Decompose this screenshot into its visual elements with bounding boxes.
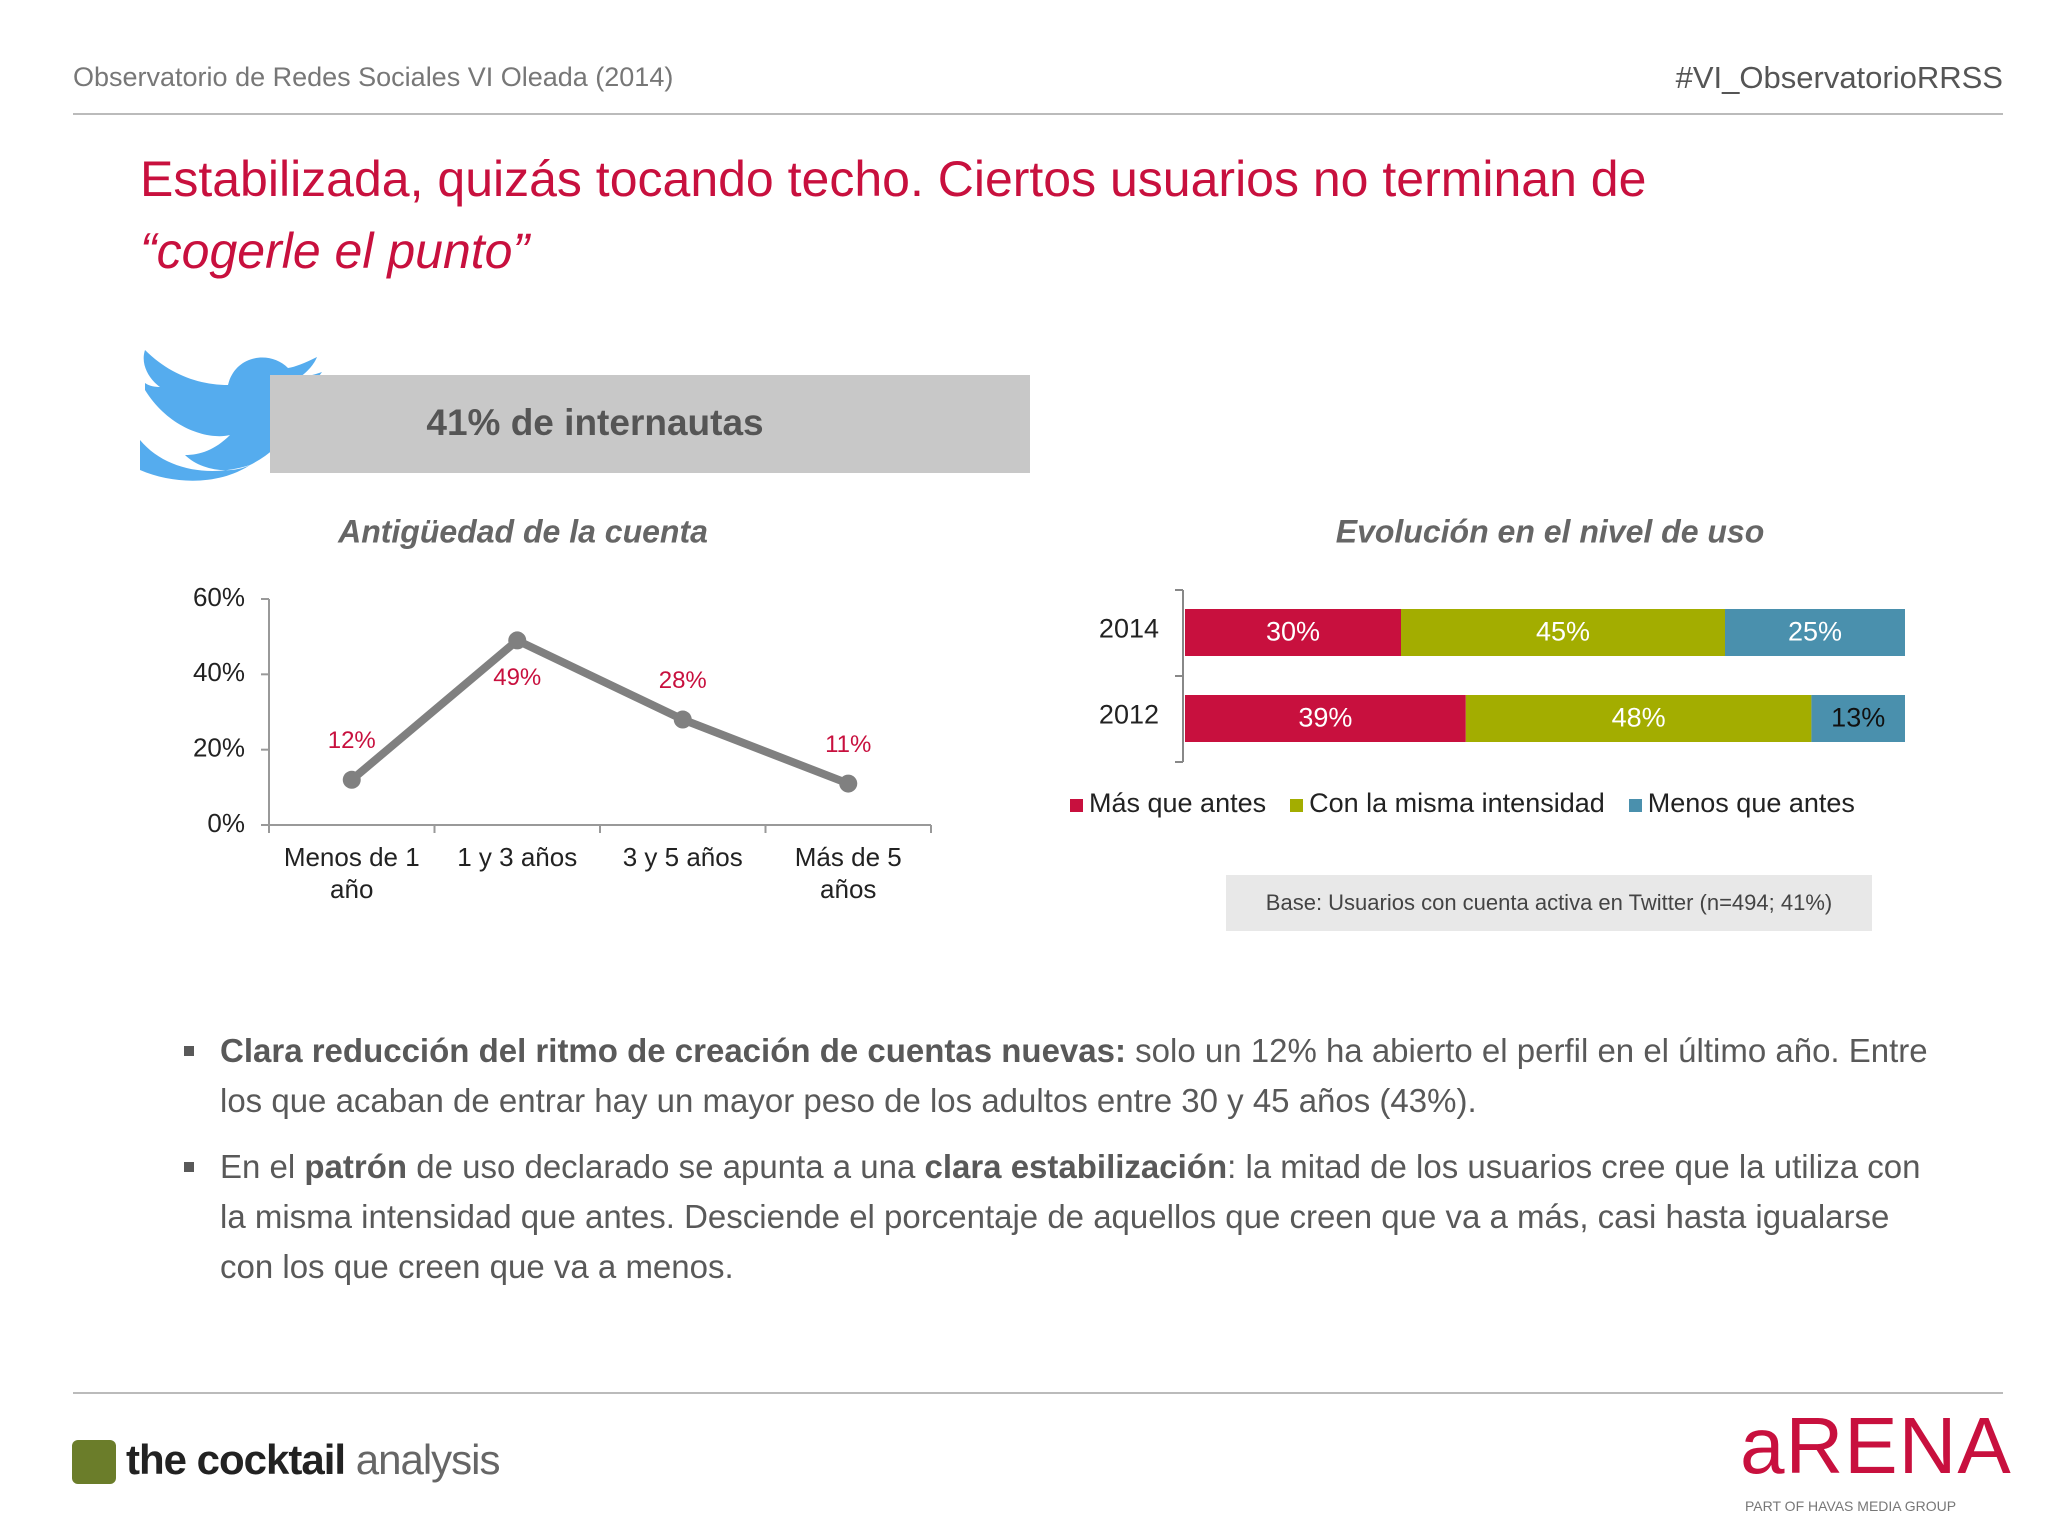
bullet-run: solo un 12% ha abierto el perfil en el ú… [220, 1032, 1928, 1119]
y-tick-label: 0% [207, 808, 245, 838]
x-tick-label: 1 y 3 años [457, 842, 578, 872]
value-label: 48% [1612, 703, 1666, 733]
title-line: Estabilizada, quizás tocando techo. Cier… [140, 151, 1647, 207]
banner [270, 375, 1030, 473]
bullet-run: : la mitad de los usuarios cree que la u… [220, 1148, 1921, 1285]
header-left: Observatorio de Redes Sociales VI Oleada… [73, 62, 674, 92]
footer-rule [73, 1392, 2003, 1394]
value-label: 11% [825, 731, 871, 758]
logo-bold: the cocktail [126, 1436, 346, 1483]
legend-item: Menos que antes [1628, 788, 1855, 819]
point [673, 710, 692, 729]
point [839, 774, 858, 793]
legend-swatch [1290, 799, 1304, 812]
bullet-run: Clara reducción del ritmo de creación de… [220, 1032, 1126, 1069]
y-tick-label: 20% [193, 733, 245, 763]
bar-segment [1185, 609, 1401, 656]
value-label: 45% [1536, 617, 1590, 647]
x-tick-label: Menos de 1 año [283, 842, 420, 904]
chart-title: Antigüedad de la cuenta [337, 513, 708, 549]
bullet-run: patrón [304, 1148, 408, 1185]
bullet-run: En el [220, 1148, 305, 1185]
note: Base: Usuarios con cuenta activa en Twit… [1266, 890, 1832, 915]
line [349, 636, 850, 788]
title-line: “cogerle el punto” [140, 223, 530, 279]
value-label: 13% [1831, 703, 1885, 733]
point [342, 770, 361, 789]
bullet: En el patrón de uso declarado se apunta … [184, 1142, 1940, 1292]
bullet-run: de uso declarado se apunta a una [407, 1148, 925, 1185]
logo-light: analysis [345, 1436, 501, 1483]
legend-item: Con la misma intensidad [1290, 788, 1605, 819]
header-right: #VI_ObservatorioRRSS [1675, 60, 2003, 95]
bar-segment [1401, 609, 1725, 656]
bar-segment [1465, 695, 1812, 742]
cocktail-icon [72, 1440, 116, 1484]
y-tick-label: 2012 [1099, 700, 1159, 730]
bullet: Clara reducción del ritmo de creación de… [184, 1026, 1940, 1126]
legend-label: Menos que antes [1647, 788, 1855, 818]
banner-text: 41% de internautas [426, 402, 763, 443]
left-logo: the cocktail analysis [126, 1436, 501, 1484]
header-rule [73, 113, 2003, 115]
legend-item: Más que antes [1070, 788, 1266, 819]
legend-swatch [1628, 799, 1642, 812]
value-label: 39% [1298, 703, 1352, 733]
bar-segment [1725, 609, 1905, 656]
y-tick-label: 2014 [1099, 614, 1159, 644]
value-label: 49% [493, 664, 541, 691]
bar-segment [1811, 695, 1905, 742]
value-label: 28% [659, 667, 707, 694]
bar-segment [1185, 695, 1466, 742]
value-label: 25% [1788, 617, 1842, 647]
legend-label: Más que antes [1089, 788, 1267, 818]
right-logo: aRENA [1740, 1401, 2012, 1490]
bullet-run: clara estabilización [924, 1148, 1228, 1185]
legend-label: Con la misma intensidad [1309, 788, 1605, 818]
bullet-list: Clara reducción del ritmo de creación de… [184, 1026, 1940, 1308]
chart-title: Evolución en el nivel de uso [1336, 513, 1765, 549]
x-tick-label: 3 y 5 años [622, 842, 743, 872]
y-tick-label: 40% [193, 657, 245, 687]
y-tick-label: 60% [193, 582, 245, 612]
x-tick-label: Más de 5 años [794, 842, 902, 904]
value-label: 30% [1266, 617, 1320, 647]
right-logo-sub: PART OF HAVAS MEDIA GROUP [1745, 1498, 1957, 1514]
legend-swatch [1070, 799, 1083, 812]
point [508, 631, 527, 650]
note-box [1226, 875, 1872, 931]
legend: Más que antes Con la misma intensidad Meno… [1070, 788, 1855, 819]
value-label: 12% [328, 727, 376, 754]
